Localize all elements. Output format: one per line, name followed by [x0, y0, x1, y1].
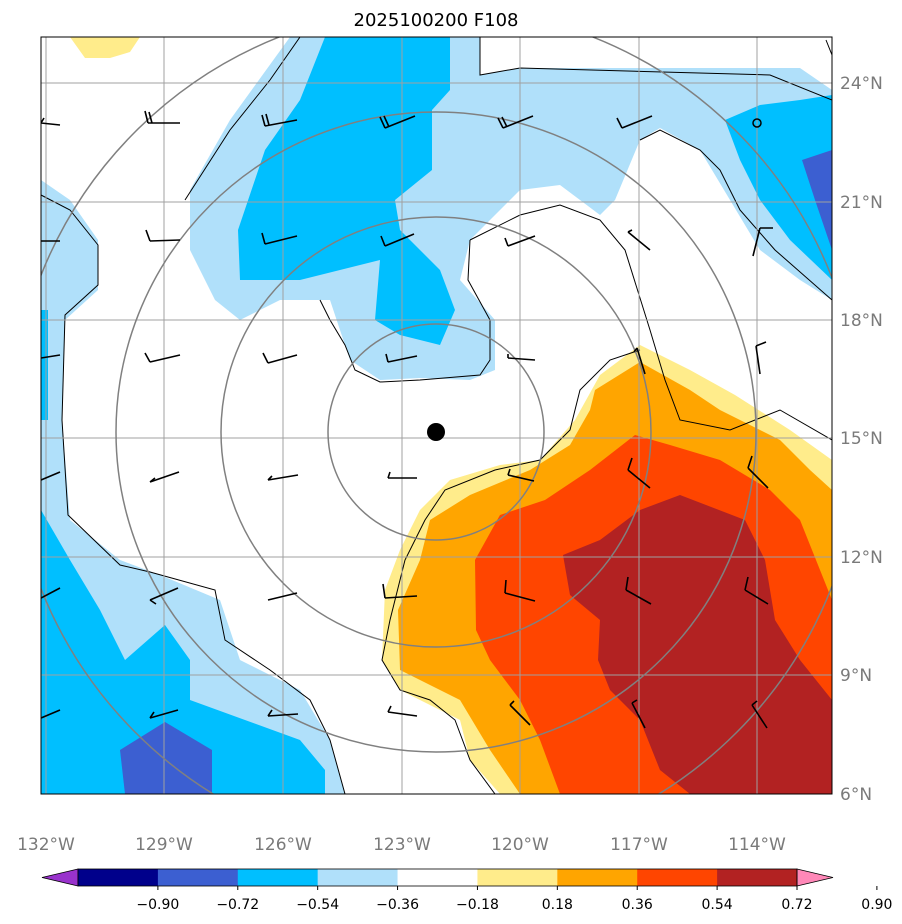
wind-barb [627, 457, 651, 489]
colorbar-tick-label: −0.90 [136, 897, 179, 913]
lon-label: 129°W [135, 835, 193, 855]
wind-barbs [41, 110, 773, 729]
lat-label: 15°N [840, 429, 883, 449]
colorbar-segment [157, 869, 239, 886]
colorbar-tick-label: 0.54 [702, 897, 733, 913]
yellow-patch-top [70, 37, 140, 58]
grid-lines [41, 37, 832, 794]
lat-label: 18°N [840, 311, 883, 331]
colorbar-outline [77, 868, 798, 887]
light-blue-field-west [41, 180, 345, 794]
dark-red-field [563, 495, 832, 794]
map-area [41, 37, 832, 794]
range-rings [41, 37, 832, 794]
colorbar: −0.90 −0.72 −0.54 −0.36 −0.18 0.18 0.36 0.54 0.7… [41, 868, 892, 913]
wind-barb [145, 229, 181, 242]
latitude-labels: 24°N 21°N 18°N 15°N 12°N 9°N 6°N [840, 74, 883, 805]
wind-barb [387, 705, 418, 717]
wind-barb [385, 353, 418, 363]
colorbar-tick-label: 0.18 [542, 897, 573, 913]
wind-barb [509, 700, 531, 726]
wind-barb [267, 709, 299, 717]
wind-barb [144, 352, 181, 363]
colorbar-tick-label: −0.36 [376, 897, 419, 913]
blue-field-northeast [725, 95, 832, 280]
longitude-labels: 132°W 129°W 126°W 123°W 120°W 117°W 114°… [17, 835, 786, 855]
wind-barb [507, 468, 535, 482]
wind-barb [387, 471, 417, 479]
wind-barb [149, 709, 179, 719]
map-title: 2025100200 F108 [354, 10, 519, 31]
wind-barb [382, 583, 418, 599]
wind-barb [631, 699, 646, 729]
colorbar-tick-label: −0.18 [456, 897, 499, 913]
wind-barb [755, 341, 767, 375]
wind-barb [261, 232, 298, 245]
wind-barb [41, 354, 61, 359]
colorbar-segment [237, 869, 319, 886]
lat-label: 21°N [840, 193, 883, 213]
wind-barb [616, 115, 653, 129]
colorbar-segment [397, 869, 478, 886]
wind-barb [380, 233, 415, 247]
lon-label: 132°W [17, 835, 75, 855]
colorbar-tick-label: −0.72 [216, 897, 259, 913]
colorbar-segment [78, 869, 159, 886]
wind-barb [261, 113, 298, 127]
wind-barb [627, 229, 651, 251]
wind-barb [504, 235, 536, 247]
lat-label: 6°N [840, 785, 872, 805]
wind-barb [633, 347, 646, 375]
lon-label: 120°W [491, 835, 549, 855]
wind-barb [751, 700, 768, 729]
colorbar-segment [317, 869, 399, 886]
wind-barb [744, 576, 769, 605]
lat-label: 9°N [840, 666, 872, 686]
colorbar-segment [717, 869, 798, 886]
map-frame [40, 36, 833, 795]
lat-label: 24°N [840, 74, 883, 94]
colorbar-tick-label: 0.90 [861, 897, 892, 913]
colorbar-segment [477, 869, 558, 886]
wind-barb [144, 110, 180, 124]
lon-label: 126°W [254, 835, 312, 855]
dark-blue-field-northeast [802, 150, 832, 250]
wind-barb [267, 474, 299, 481]
wind-barb [752, 227, 773, 257]
wind-barb [41, 587, 61, 599]
station-circle [752, 118, 762, 128]
wind-barb [625, 576, 652, 605]
wind-barb [41, 471, 61, 481]
wind-barb [747, 455, 769, 489]
lon-label: 114°W [728, 835, 786, 855]
colorbar-extend-high [796, 868, 834, 887]
colorbar-segment [557, 869, 638, 886]
wind-barb [262, 352, 298, 364]
colorbar-tick-label: −0.54 [296, 897, 339, 913]
colorbar-tick-label: 0.72 [781, 897, 812, 913]
colorbar-extend-low [41, 868, 79, 887]
wind-barb [41, 709, 61, 719]
wind-barb [267, 592, 298, 601]
colorbar-tick-label: 0.36 [622, 897, 653, 913]
wind-barb [504, 579, 536, 602]
wind-barb [497, 115, 534, 129]
blue-field-southwest [41, 310, 325, 794]
lon-label: 123°W [373, 835, 431, 855]
wind-barb [149, 587, 179, 605]
lon-label: 117°W [610, 835, 668, 855]
lat-label: 12°N [840, 548, 883, 568]
colorbar-segment [637, 869, 718, 886]
wind-barb [149, 471, 180, 483]
storm-center-dot [427, 423, 445, 441]
wind-barb [379, 115, 416, 129]
wind-barb [507, 354, 536, 361]
